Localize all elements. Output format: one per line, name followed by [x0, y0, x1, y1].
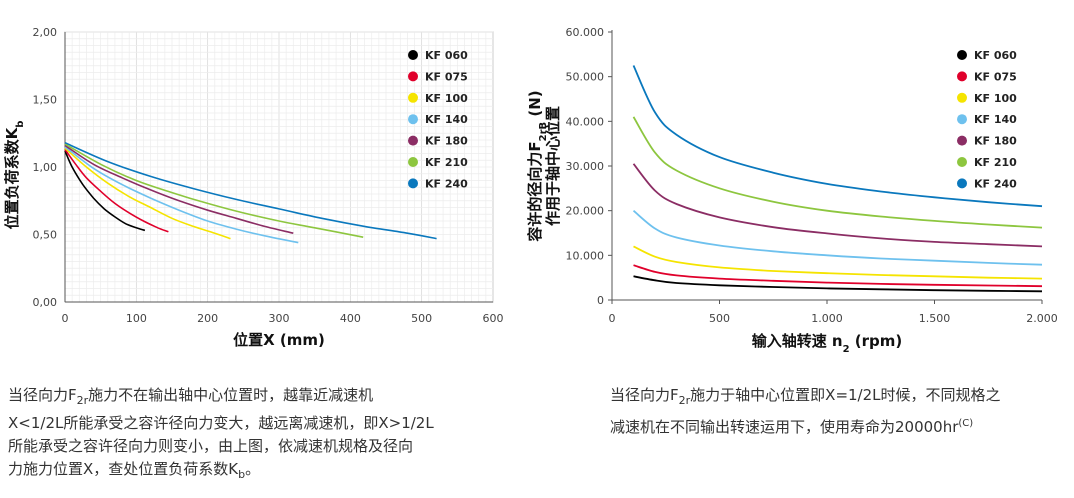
legend-marker-3: [408, 114, 418, 125]
legend-marker-4: [957, 135, 967, 146]
caption-left-text-2: 施力不在输出轴中心位置时，越靠近减速机 X<1/2L所能承受之容许径向力变大，越…: [8, 386, 434, 478]
y-axis-title-line2: 作用于轴中心位置: [544, 106, 562, 226]
y-tick-label-0: 0,00: [33, 296, 58, 309]
caption-left-text-3: 。: [245, 460, 261, 478]
series-line-kf-075: [633, 264, 1043, 288]
caption-right: 当径向力F2r施力于轴中心位置即X=1/2L时候，不同规格之 减速机在不同输出转…: [610, 384, 1070, 439]
legend-label-0: KF 060: [974, 49, 1017, 62]
legend-label-3: KF 140: [425, 113, 468, 126]
legend-label-4: KF 180: [974, 135, 1017, 148]
caption-left-sub-1: 2r: [76, 394, 89, 407]
x-axis-title: 输入轴转速 n2 (rpm): [752, 332, 903, 355]
series-line-kf-140: [64, 146, 299, 244]
caption-right-sub-1: 2r: [678, 394, 691, 407]
series-line-kf-060: [633, 275, 1043, 293]
x-axis-title: 位置X (mm): [233, 331, 325, 349]
series-line-kf-240: [64, 141, 437, 240]
legend-label-1: KF 075: [974, 70, 1017, 83]
legend-marker-2: [957, 92, 967, 103]
x-tick-label-2: 200: [197, 312, 218, 325]
caption-left: 当径向力F2r施力不在输出轴中心位置时，越靠近减速机 X<1/2L所能承受之容许…: [8, 384, 508, 486]
x-tick-label-1: 100: [126, 312, 147, 325]
series-line-kf-100: [633, 245, 1043, 280]
legend-marker-4: [408, 135, 418, 146]
legend-label-0: KF 060: [425, 49, 468, 62]
y-tick-label-0: 0: [597, 294, 604, 307]
legend-marker-0: [408, 50, 418, 60]
y-tick-label-5: 50.000: [566, 71, 605, 84]
legend-label-5: KF 210: [425, 156, 468, 169]
x-tick-label-2: 1.000: [811, 312, 843, 325]
x-tick-label-4: 400: [340, 312, 361, 325]
legend-marker-5: [408, 157, 418, 167]
legend-label-3: KF 140: [974, 113, 1017, 126]
legend-label-1: KF 075: [425, 70, 468, 83]
x-tick-label-0: 0: [62, 312, 69, 325]
x-tick-label-6: 600: [483, 312, 504, 325]
radial-force-svg: 0 500 1.000 1.500 2.000 0 10.000 20.000 30.000 40…: [526, 26, 1058, 355]
legend-label-6: KF 240: [974, 177, 1017, 190]
series-line-kf-210: [64, 143, 364, 238]
legend-marker-1: [957, 71, 967, 82]
y-tick-label-6: 60.000: [566, 26, 605, 39]
series-line-kf-140: [632, 209, 1043, 266]
series-line-kf-240: [632, 65, 1043, 208]
legend-label-4: KF 180: [425, 135, 468, 148]
legend-label-2: KF 100: [425, 92, 468, 105]
x-tick-label-3: 300: [269, 312, 290, 325]
series-line-kf-180: [64, 144, 294, 234]
caption-right-text-2: 施力于轴中心位置即X=1/2L时候，不同规格之 减速机在不同输出转速运用下，使用…: [610, 386, 1001, 436]
legend-marker-3: [957, 114, 967, 125]
y-axis-title: 位置负荷系数Kb: [3, 121, 26, 230]
y-tick-label-4: 40.000: [566, 115, 605, 128]
series-line-kf-075: [64, 149, 169, 233]
legend-marker-5: [957, 157, 967, 167]
x-tick-label-0: 0: [609, 312, 616, 325]
caption-left-text-1: 当径向力F: [8, 386, 77, 404]
legend-marker-0: [957, 50, 967, 60]
caption-right-sup: (C): [958, 418, 974, 429]
position-load-factor-svg: 0 100 200 300 400 500 600 0,00 0,50 1,00 1,50 2,00 K…: [3, 26, 504, 349]
x-tick-label-5: 500: [411, 312, 432, 325]
series-line-kf-060: [64, 150, 146, 232]
x-tick-label-4: 2.000: [1026, 312, 1058, 325]
legend-label-2: KF 100: [974, 92, 1017, 105]
series-line-kf-210: [632, 116, 1043, 229]
x-tick-label-1: 500: [709, 312, 730, 325]
caption-left-sub-2: b: [238, 468, 246, 481]
position-load-factor-chart: 0 100 200 300 400 500 600 0,00 0,50 1,00 1,50 2,00 K…: [0, 0, 520, 370]
radial-force-chart: 0 500 1.000 1.500 2.000 0 10.000 20.000 30.000 40…: [520, 0, 1074, 370]
series-line-kf-180: [632, 163, 1043, 248]
legend-marker-6: [408, 178, 418, 189]
y-tick-label-2: 1,00: [33, 161, 58, 174]
caption-right-text-1: 当径向力F: [610, 386, 679, 404]
legend-marker-2: [408, 92, 418, 103]
x-tick-label-3: 1.500: [919, 312, 951, 325]
y-tick-label-2: 20.000: [566, 205, 605, 218]
legend-label-6: KF 240: [425, 177, 468, 190]
y-tick-label-1: 10.000: [566, 249, 605, 262]
series-line-kf-100: [64, 147, 231, 240]
y-tick-label-3: 30.000: [566, 160, 605, 173]
y-tick-label-4: 2,00: [33, 26, 58, 39]
legend-marker-6: [957, 178, 967, 189]
legend-marker-1: [408, 71, 418, 82]
y-axis-title-line1: 容许的径向力F2rB (N): [526, 90, 549, 242]
y-tick-label-3: 1,50: [33, 94, 58, 107]
legend-label-5: KF 210: [974, 156, 1017, 169]
y-tick-label-1: 0,50: [33, 229, 58, 242]
